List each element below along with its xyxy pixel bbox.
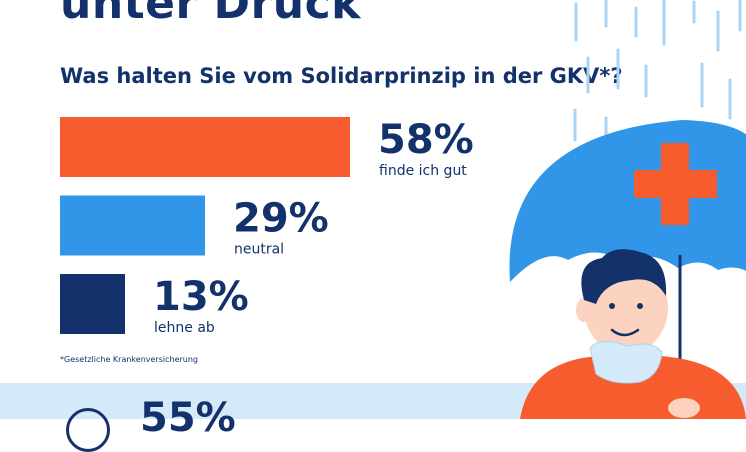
chart-question: Was halten Sie vom Solidarprinzip in der…: [60, 64, 623, 88]
stat-value: 55%: [140, 395, 236, 441]
bar-value-label-1: 58%: [378, 117, 474, 163]
person-hand: [668, 398, 700, 418]
person-mouth: [610, 328, 640, 337]
bar-value-label-2: 29%: [233, 196, 329, 242]
person-eye-left: [609, 303, 615, 309]
umbrella-illustration: [509, 0, 746, 419]
bandage-icon: [589, 341, 663, 384]
medical-cross-icon: [634, 143, 717, 225]
person-ear: [576, 298, 592, 322]
bar-3: [60, 274, 125, 334]
bar-category-label-2: neutral: [234, 242, 284, 258]
bar-category-label-1: finde ich gut: [379, 163, 467, 179]
bar-1: [60, 117, 350, 177]
footnote: *Gesetzliche Krankenversicherung: [60, 355, 199, 364]
bar-value-label-3: 13%: [153, 274, 249, 320]
stat-circle-icon: [66, 408, 110, 452]
bar-category-label-3: lehne ab: [154, 320, 215, 336]
headline: unter Druck: [60, 0, 361, 29]
bar-2: [60, 195, 205, 256]
person-hair: [581, 249, 667, 304]
bar-chart: 58%finde ich gut 29%neutral 13%lehne ab: [60, 117, 474, 336]
person-eye-right: [637, 303, 643, 309]
